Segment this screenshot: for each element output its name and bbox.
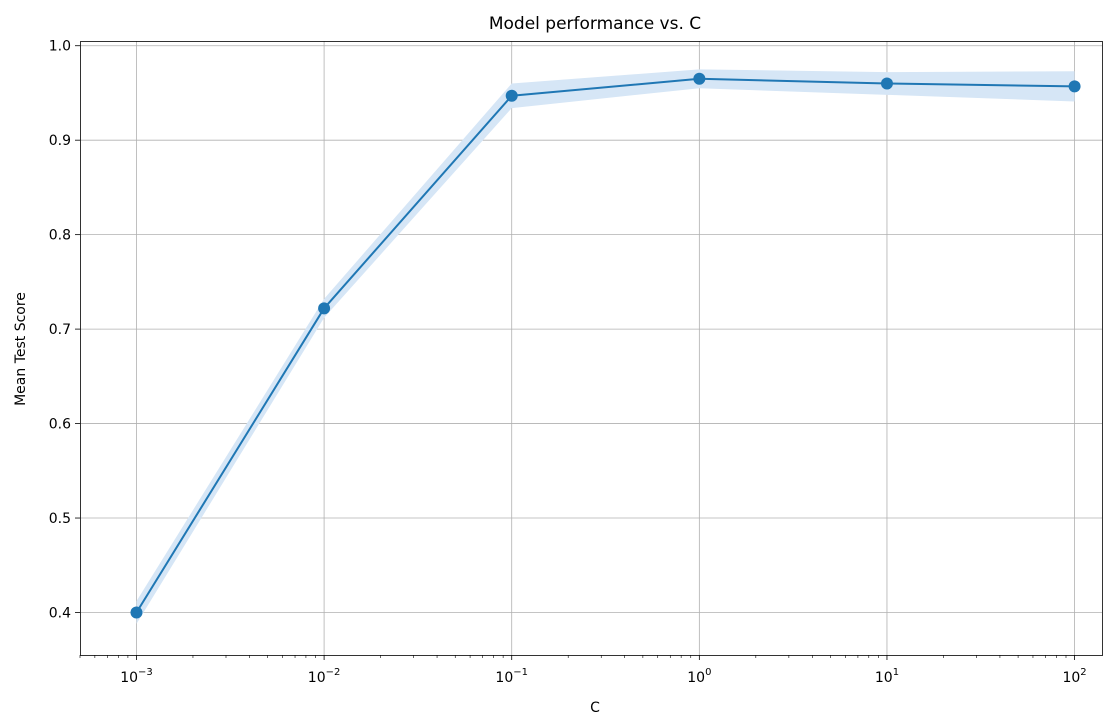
- data-point: [880, 77, 893, 90]
- data-point: [1068, 80, 1081, 93]
- x-axis-ticks: 10−3 10−2 10−1 100 101 102: [79, 655, 1087, 686]
- y-tick-label: 0.4: [49, 605, 71, 621]
- series-line: [135, 77, 1075, 614]
- x-tick-label: 100: [687, 667, 711, 686]
- std-band-area: [136, 69, 1075, 624]
- grid: [80, 41, 1102, 655]
- chart-title: Model performance vs. C: [489, 14, 701, 34]
- x-axis-title: C: [590, 700, 600, 716]
- series-line-path: [135, 77, 1075, 614]
- y-tick-label: 0.7: [49, 322, 71, 338]
- data-point: [130, 606, 143, 619]
- x-tick-label: 10−3: [120, 667, 153, 686]
- std-band: [136, 69, 1075, 624]
- x-tick-label: 10−2: [308, 667, 341, 686]
- y-tick-label: 0.6: [49, 417, 71, 433]
- axes-frame: [80, 41, 1103, 656]
- y-tick-label: 0.8: [49, 228, 71, 244]
- x-tick-label: 102: [1062, 667, 1086, 686]
- y-tick-label: 0.9: [49, 133, 71, 149]
- data-point: [693, 72, 706, 85]
- x-tick-label: 10−1: [495, 667, 528, 686]
- y-tick-label: 0.5: [49, 511, 71, 527]
- x-tick-label: 101: [875, 667, 899, 686]
- y-axis-title: Mean Test Score: [13, 292, 29, 406]
- data-point: [318, 302, 331, 315]
- series-points: [130, 72, 1081, 619]
- y-axis-ticks: 0.4 0.5 0.6 0.7 0.8 0.9 1.0: [49, 39, 80, 621]
- y-tick-label: 1.0: [49, 39, 71, 55]
- data-point: [505, 89, 518, 102]
